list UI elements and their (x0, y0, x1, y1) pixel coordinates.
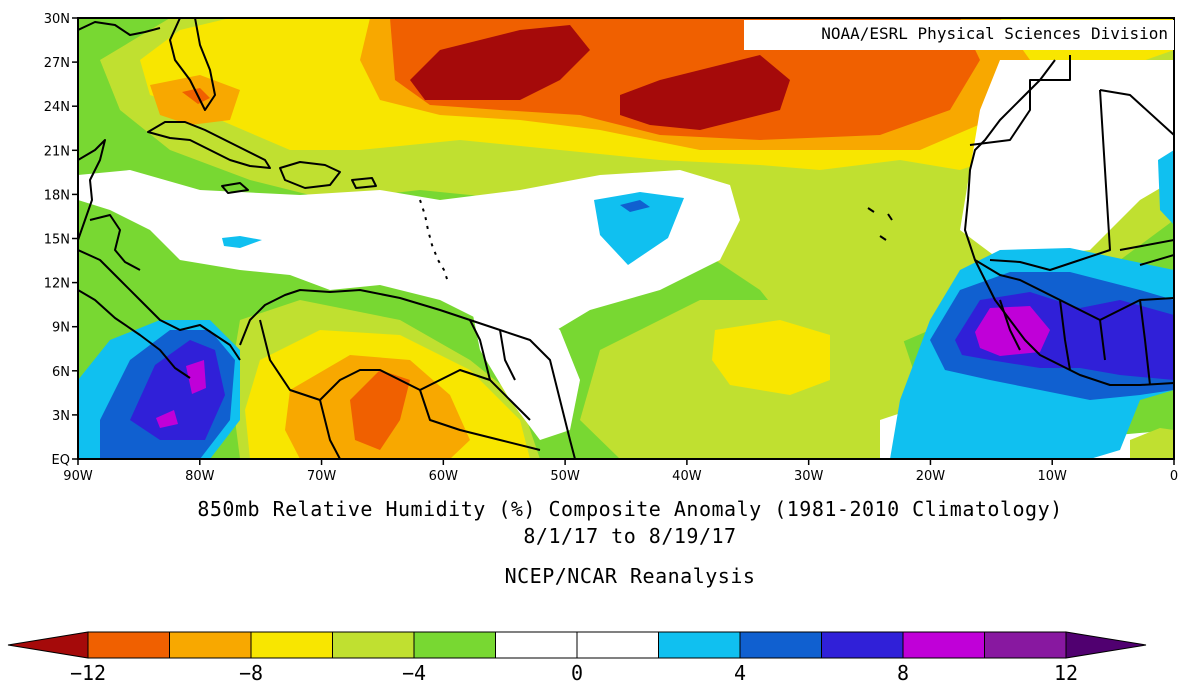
contour-magenta-pacific1 (186, 360, 206, 394)
contour-lightblue-eastedge (1158, 150, 1174, 225)
colorbar-arrow-low (7, 631, 89, 659)
colorbar-label: 4 (734, 661, 746, 685)
colorbar-bin (87, 631, 170, 659)
map-dataset: NCEP/NCAR Reanalysis (504, 564, 756, 588)
colorbar-bin (250, 631, 333, 659)
lat-tick-label: 30N (44, 12, 70, 27)
colorbar: −12 −8 −4 0 4 8 12 (7, 631, 1147, 685)
colorbar-bin (739, 631, 822, 659)
colorbar-label: 8 (897, 661, 909, 685)
colorbar-bin (576, 631, 659, 659)
contour-magenta-pacific2 (156, 410, 178, 428)
colorbar-label: −8 (239, 661, 263, 685)
lon-tick-label: 50W (550, 469, 580, 484)
map-date-range: 8/1/17 to 8/19/17 (523, 524, 737, 548)
contour-red-west (410, 25, 590, 100)
lon-tick-label: 10W (1038, 469, 1068, 484)
contour-white-caribbean (78, 170, 740, 340)
colorbar-bin (902, 631, 985, 659)
lat-tick-label: 3N (52, 409, 70, 424)
contour-yellowgreen-se-corner (1130, 428, 1174, 459)
lon-tick-label: 60W (429, 469, 459, 484)
lon-tick-label: 40W (672, 469, 702, 484)
contour-darkblue-central (620, 200, 650, 212)
colorbar-bin (169, 631, 252, 659)
contour-white-sa-coast (470, 300, 580, 440)
colorbar-bin (821, 631, 904, 659)
coastlines (78, 18, 1174, 459)
colorbar-bin (332, 631, 415, 659)
contour-lightblue-small (222, 236, 262, 248)
credit-text: NOAA/ESRL Physical Sciences Division (821, 24, 1168, 43)
lat-tick-label: 21N (44, 144, 70, 159)
colorbar-label: 12 (1054, 661, 1078, 685)
lat-tick-label: 15N (44, 233, 70, 248)
contour-darkorange-florida (182, 88, 210, 104)
lat-tick-label: 24N (44, 100, 70, 115)
colorbar-label: 0 (571, 661, 583, 685)
contour-red-east (620, 55, 790, 130)
lat-tick-label: 9N (52, 321, 70, 336)
colorbar-bin (658, 631, 741, 659)
credit-box: NOAA/ESRL Physical Sciences Division (744, 20, 1174, 50)
contour-yellow-central (712, 320, 830, 395)
contour-darkorange-sa (350, 370, 410, 450)
lat-tick-label: 18N (44, 188, 70, 203)
colorbar-label: −12 (70, 661, 106, 685)
lon-tick-label: 0 (1170, 469, 1178, 484)
lat-tick-label: EQ (52, 453, 70, 468)
colorbar-arrow-high (1065, 631, 1147, 659)
anomaly-fill-layer (78, 18, 1174, 459)
colorbar-bin (413, 631, 496, 659)
lon-tick-label: 20W (916, 469, 946, 484)
lat-tick-label: 12N (44, 277, 70, 292)
contour-lightblue-central (594, 192, 684, 265)
lon-axis: 90W 80W 70W 60W 50W 40W 30W 20W 10W 0 (63, 459, 1178, 484)
map-title: 850mb Relative Humidity (%) Composite An… (197, 497, 1063, 521)
colorbar-bin (984, 631, 1067, 659)
lon-tick-label: 70W (307, 469, 337, 484)
lon-tick-label: 80W (185, 469, 215, 484)
lat-tick-label: 6N (52, 365, 70, 380)
colorbar-label: −4 (402, 661, 426, 685)
contour-magenta-africa (975, 306, 1050, 356)
contour-white-africa (960, 60, 1174, 260)
lon-tick-label: 90W (63, 469, 93, 484)
lat-tick-label: 27N (44, 56, 70, 71)
lat-axis: 30N 27N 24N 21N 18N 15N 12N 9N 6N 3N EQ (44, 12, 78, 468)
lon-tick-label: 30W (794, 469, 824, 484)
colorbar-bin (495, 631, 578, 659)
